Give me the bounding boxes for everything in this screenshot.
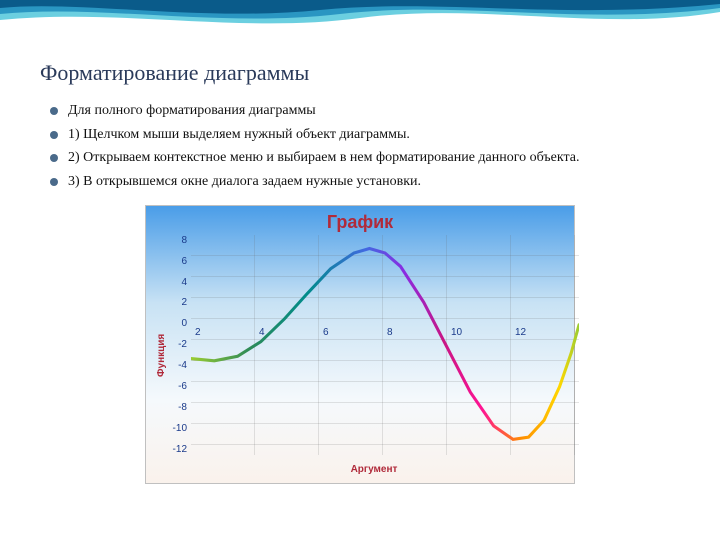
bullet-item: Для полного форматирования диаграммы [50, 100, 680, 122]
chart-xticks: 24681012 [195, 327, 579, 338]
wave-decoration [0, 0, 720, 48]
bullet-list: Для полного форматирования диаграммы 1) … [40, 100, 680, 193]
chart-ylabel: Функция [154, 235, 169, 475]
chart-xlabel: Аргумент [169, 464, 579, 475]
chart-yticks: 86420-2-4-6-8-10-12 [169, 235, 191, 455]
slide-title: Форматирование диаграммы [40, 60, 680, 86]
bullet-item: 2) Открываем контекстное меню и выбираем… [50, 147, 680, 169]
chart-title: График [154, 212, 566, 233]
bullet-item: 1) Щелчком мыши выделяем нужный объект д… [50, 124, 680, 146]
chart-plot-area [191, 235, 579, 455]
bullet-item: 3) В открывшемся окне диалога задаем нуж… [50, 171, 680, 193]
chart-curve [191, 235, 579, 460]
chart-container: График Функция 86420-2-4-6-8-10-12 2 [145, 205, 575, 484]
